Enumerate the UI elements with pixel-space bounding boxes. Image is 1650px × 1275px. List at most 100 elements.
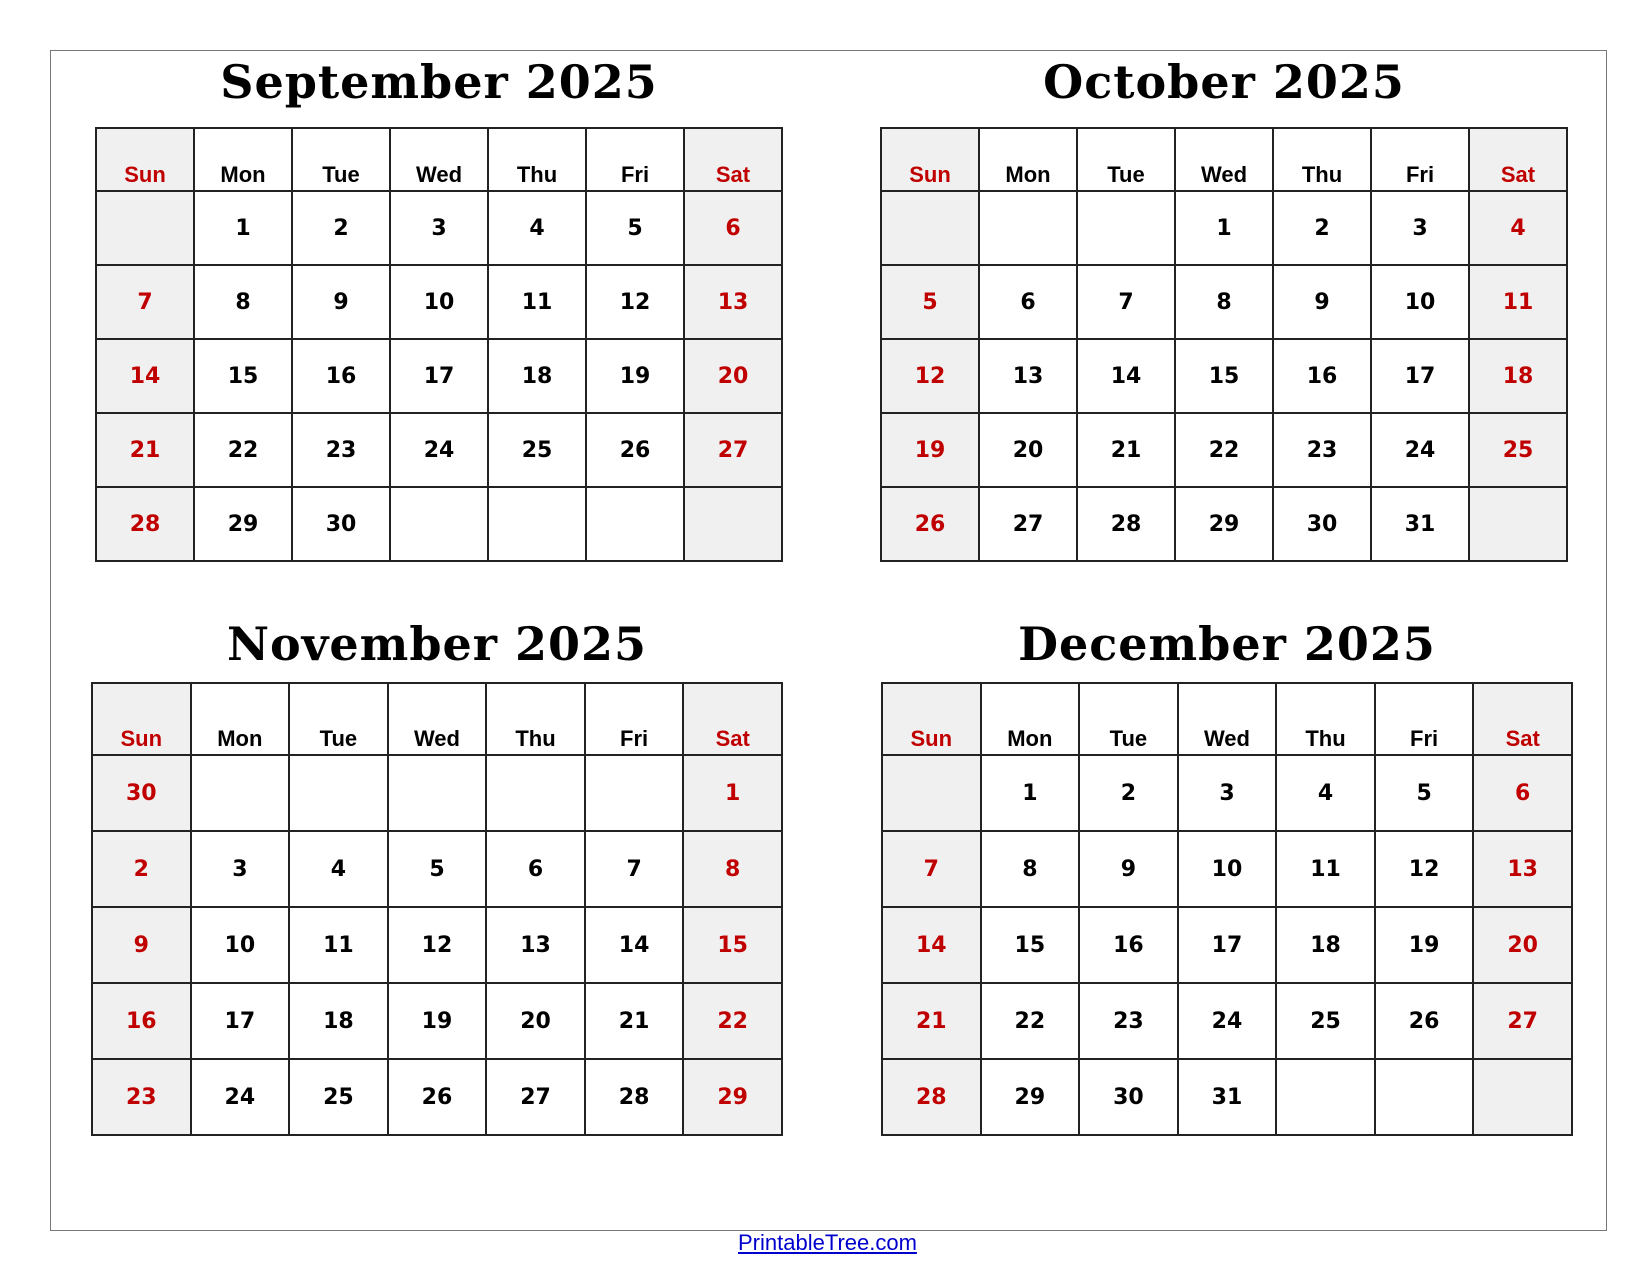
- footer-link[interactable]: PrintableTree.com: [738, 1230, 917, 1255]
- day-cell: 24: [189, 1058, 291, 1136]
- day-cell: 21: [583, 982, 685, 1060]
- weekday-header: Tue: [1076, 127, 1176, 192]
- week-row: 21 22 23 24 25 26 27: [881, 982, 1573, 1060]
- day-cell: 6: [1472, 754, 1573, 832]
- day-cell: 11: [487, 264, 587, 340]
- day-cell: 29: [682, 1058, 783, 1136]
- day-cell: [386, 754, 488, 832]
- day-cell: 10: [1370, 264, 1470, 340]
- day-cell: [95, 190, 195, 266]
- day-cell: [189, 754, 291, 832]
- weekday-header: Tue: [288, 682, 389, 756]
- day-cell: 30: [91, 754, 192, 832]
- weekday-header: Thu: [1272, 127, 1372, 192]
- week-row: 16 17 18 19 20 21 22: [91, 982, 783, 1060]
- day-cell: 11: [288, 906, 389, 984]
- day-cell: 27: [1472, 982, 1573, 1060]
- weekday-header: Mon: [189, 682, 291, 756]
- day-cell: 5: [585, 190, 685, 266]
- day-cell: 6: [485, 830, 586, 908]
- day-cell: 25: [288, 1058, 389, 1136]
- day-cell: 12: [880, 338, 980, 414]
- day-cell: 22: [193, 412, 293, 488]
- weekday-header-row: Sun Mon Tue Wed Thu Fri Sat: [880, 127, 1568, 192]
- day-cell: 8: [193, 264, 293, 340]
- day-cell: 2: [1272, 190, 1372, 266]
- day-cell: 13: [683, 264, 783, 340]
- day-cell: 27: [683, 412, 783, 488]
- day-cell: 21: [1076, 412, 1176, 488]
- day-cell: [881, 754, 982, 832]
- day-cell: [1472, 1058, 1573, 1136]
- day-cell: 19: [1373, 906, 1475, 984]
- day-cell: 17: [189, 982, 291, 1060]
- day-cell: 29: [979, 1058, 1081, 1136]
- day-cell: [487, 486, 587, 562]
- day-cell: 28: [881, 1058, 982, 1136]
- day-cell: 27: [978, 486, 1078, 562]
- day-cell: 14: [95, 338, 195, 414]
- day-cell: 28: [95, 486, 195, 562]
- day-cell: 18: [1275, 906, 1376, 984]
- day-cell: 11: [1468, 264, 1568, 340]
- day-cell: 8: [682, 830, 783, 908]
- day-cell: 13: [485, 906, 586, 984]
- day-cell: [683, 486, 783, 562]
- day-cell: [585, 486, 685, 562]
- day-cell: 24: [389, 412, 489, 488]
- month-title-november: November 2025: [226, 617, 648, 671]
- day-cell: 13: [978, 338, 1078, 414]
- day-cell: 25: [487, 412, 587, 488]
- day-cell: 31: [1176, 1058, 1278, 1136]
- day-cell: 9: [291, 264, 391, 340]
- day-cell: [880, 190, 980, 266]
- calendar-october: Sun Mon Tue Wed Thu Fri Sat 1 2 3 4 5 6 7 8 9 10 11 12 13 14…: [880, 127, 1568, 562]
- day-cell: 7: [583, 830, 685, 908]
- weekday-header: Fri: [1373, 682, 1475, 756]
- day-cell: 1: [682, 754, 783, 832]
- weekday-header: Fri: [583, 682, 685, 756]
- calendar-december: Sun Mon Tue Wed Thu Fri Sat 1 2 3 4 5 6 7 8 9 10 11 12 13 14…: [881, 682, 1573, 1136]
- day-cell: 23: [91, 1058, 192, 1136]
- weekday-header: Mon: [193, 127, 293, 192]
- day-cell: [485, 754, 586, 832]
- weekday-header: Sun: [881, 682, 982, 756]
- day-cell: 6: [683, 190, 783, 266]
- day-cell: 1: [193, 190, 293, 266]
- day-cell: [1076, 190, 1176, 266]
- weekday-header: Sat: [1468, 127, 1568, 192]
- calendar-november: Sun Mon Tue Wed Thu Fri Sat 30 1 2 3 4 5 6 7 8 9 10 11 12 13…: [91, 682, 783, 1136]
- day-cell: 8: [979, 830, 1081, 908]
- weekday-header: Thu: [485, 682, 586, 756]
- day-cell: 12: [585, 264, 685, 340]
- day-cell: 15: [682, 906, 783, 984]
- day-cell: 10: [389, 264, 489, 340]
- weekday-header: Mon: [978, 127, 1078, 192]
- day-cell: 21: [95, 412, 195, 488]
- day-cell: 29: [1174, 486, 1274, 562]
- day-cell: 19: [386, 982, 488, 1060]
- day-cell: 14: [881, 906, 982, 984]
- day-cell: 6: [978, 264, 1078, 340]
- day-cell: 17: [1370, 338, 1470, 414]
- day-cell: 2: [91, 830, 192, 908]
- day-cell: 31: [1370, 486, 1470, 562]
- day-cell: 19: [880, 412, 980, 488]
- day-cell: 24: [1176, 982, 1278, 1060]
- weekday-header: Sat: [683, 127, 783, 192]
- day-cell: 5: [386, 830, 488, 908]
- month-title-december: December 2025: [1018, 617, 1436, 671]
- weekday-header-row: Sun Mon Tue Wed Thu Fri Sat: [95, 127, 783, 192]
- week-row: 14 15 16 17 18 19 20: [95, 338, 783, 414]
- day-cell: 1: [979, 754, 1081, 832]
- weekday-header: Sat: [1472, 682, 1573, 756]
- day-cell: 16: [91, 982, 192, 1060]
- day-cell: 20: [978, 412, 1078, 488]
- day-cell: 22: [682, 982, 783, 1060]
- weekday-header: Fri: [585, 127, 685, 192]
- day-cell: 18: [1468, 338, 1568, 414]
- day-cell: 25: [1468, 412, 1568, 488]
- day-cell: 9: [1078, 830, 1179, 908]
